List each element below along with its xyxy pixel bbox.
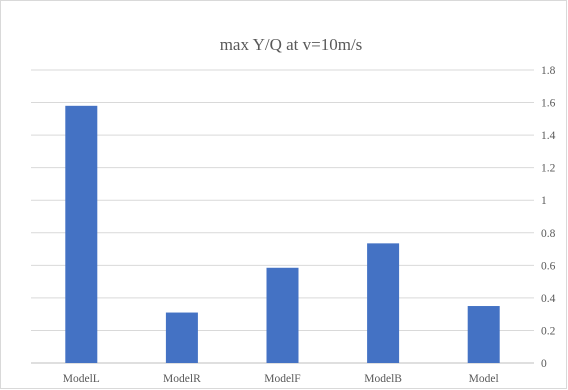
bars <box>65 105 500 364</box>
bar-modell <box>65 105 98 364</box>
x-tick-label: ModelB <box>364 373 402 385</box>
y-tick-label: 1 <box>541 195 547 207</box>
y-tick-label: 1.8 <box>541 65 556 77</box>
chart-title: max Y/Q at v=10m/s <box>220 35 363 54</box>
x-tick-labels: ModelL ModelR ModelF ModelB Model <box>63 373 499 385</box>
y-tick-label: 1.6 <box>541 98 556 110</box>
x-tick-label: Model <box>469 373 499 385</box>
y-tick-label: 0 <box>541 358 547 370</box>
bar-modelr <box>165 312 198 363</box>
y-tick-label: 0.6 <box>541 260 556 272</box>
x-tick-label: ModelR <box>163 373 201 385</box>
y-tick-label: 0.4 <box>541 293 556 305</box>
y-tick-labels: 0 0.2 0.4 0.6 0.8 1 1.2 1.4 1.6 1.8 <box>541 65 556 370</box>
gridlines <box>31 69 534 364</box>
bar-model <box>467 306 500 363</box>
y-tick-label: 0.8 <box>541 228 556 240</box>
y-tick-label: 1.4 <box>541 130 556 142</box>
bar-modelf <box>266 267 299 363</box>
x-tick-label: ModelF <box>264 373 300 385</box>
bar-modelb <box>367 243 400 363</box>
y-tick-label: 0.2 <box>541 325 556 337</box>
x-tick-label: ModelL <box>63 373 100 385</box>
y-tick-label: 1.2 <box>541 163 556 175</box>
